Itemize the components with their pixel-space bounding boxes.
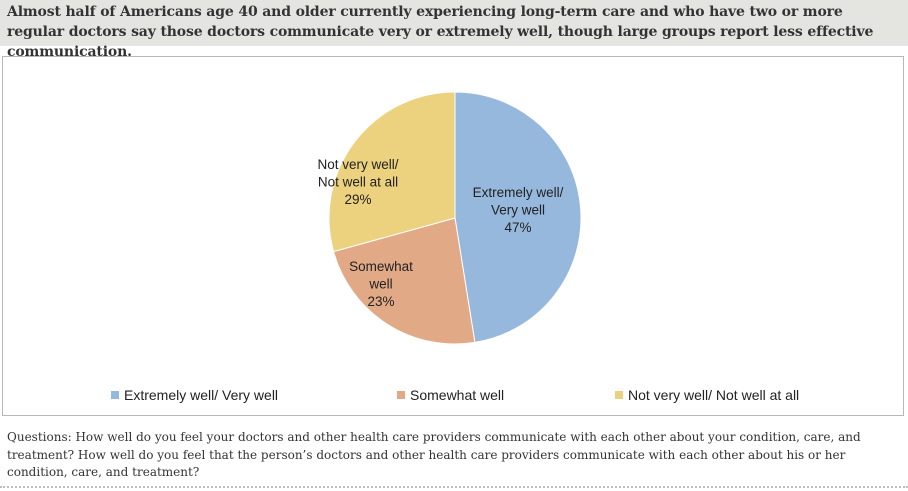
chart-area: Extremely well/Very well 47% Somewhat well 2… [2, 56, 904, 416]
question-text: Questions: How well do you feel your doc… [7, 430, 861, 479]
legend-swatch-extremely-well [111, 391, 119, 399]
chart-title: Almost half of Americans age 40 and olde… [7, 4, 874, 60]
title-bar: Almost half of Americans age 40 and olde… [0, 0, 908, 60]
pie-slice-somewhat-well [332, 217, 476, 345]
pie-chart: Extremely well/Very well 47% Somewhat well 2… [317, 91, 582, 345]
bottom-divider [0, 486, 908, 488]
legend-item-somewhat-well: Somewhat well [397, 386, 504, 404]
legend-swatch-not-very-well [615, 391, 623, 399]
slice-label-somewhat-well: Somewhat well 23% [349, 259, 413, 309]
legend-item-not-very-well: Not very well/ Not well at all [615, 386, 799, 404]
pie-slice-not-very-well [328, 91, 456, 253]
legend-label-not-very-well: Not very well/ Not well at all [628, 387, 800, 403]
pie-slice-extremely-well [454, 91, 582, 343]
legend-label-somewhat-well: Somewhat well [410, 387, 505, 403]
slice-label-extremely-well: Extremely well/Very well 47% [473, 185, 564, 235]
legend-item-extremely-well: Extremely well/ Very well [111, 386, 278, 404]
legend-label-extremely-well: Extremely well/ Very well [124, 387, 279, 403]
slice-label-not-very-well: Not very well/Not well at all 29% [317, 157, 398, 207]
legend-swatch-somewhat-well [397, 391, 405, 399]
